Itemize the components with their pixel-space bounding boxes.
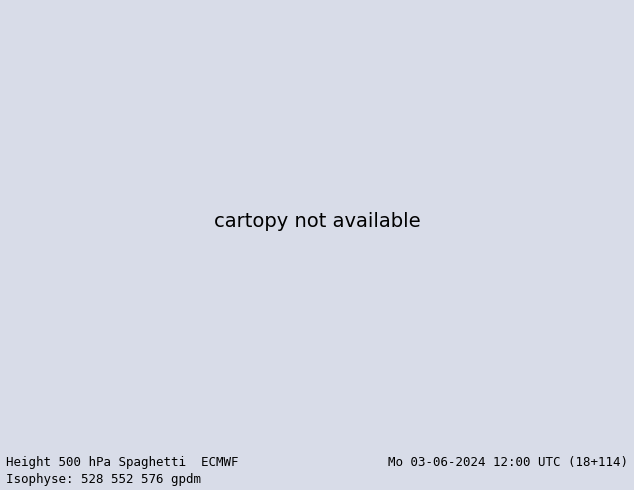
Text: Height 500 hPa Spaghetti  ECMWF: Height 500 hPa Spaghetti ECMWF [6, 457, 239, 469]
Text: cartopy not available: cartopy not available [214, 212, 420, 231]
Text: Isophyse: 528 552 576 gpdm: Isophyse: 528 552 576 gpdm [6, 473, 202, 486]
Text: Mo 03-06-2024 12:00 UTC (18+114): Mo 03-06-2024 12:00 UTC (18+114) [387, 457, 628, 469]
